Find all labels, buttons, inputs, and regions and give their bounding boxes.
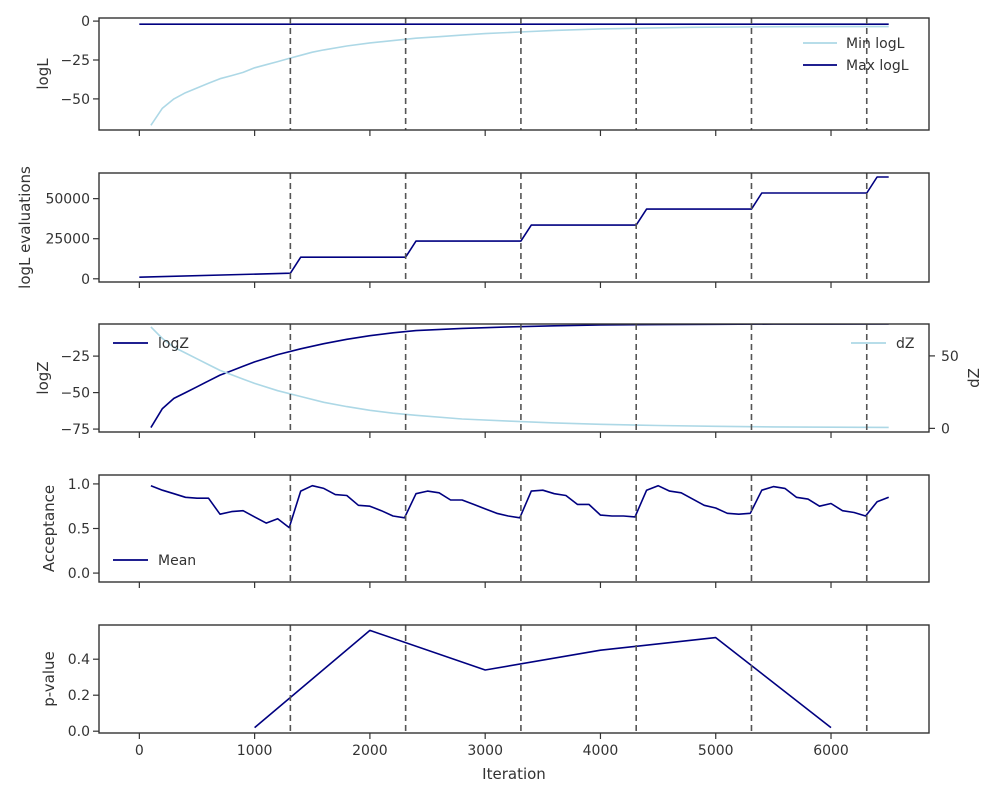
legend: Min logL Max logL	[803, 36, 909, 74]
y-tick-label: 0.2	[68, 688, 90, 704]
y-axis-label: logL	[34, 58, 52, 90]
legend-label: Mean	[158, 553, 196, 569]
axes-frame	[98, 172, 930, 283]
y-tick-label: 0.5	[68, 522, 90, 538]
x-tick-label: 5000	[698, 743, 734, 759]
y-tick-label: 0	[81, 14, 90, 30]
y-tick-label: 50000	[45, 192, 90, 208]
series-line-pvalue	[254, 629, 832, 729]
y-tick-label: −50	[60, 386, 90, 402]
y-axis-label: Acceptance	[40, 485, 58, 572]
x-tick-label: 4000	[583, 743, 619, 759]
y-tick-label: −25	[60, 349, 90, 365]
panel-logz: −25 −50 −75 50 0 logZ dZ logZ dZ	[34, 323, 983, 438]
series-line-dz	[150, 326, 889, 429]
panel-acceptance: 1.0 0.5 0.0 Acceptance Mean	[40, 474, 930, 588]
series-line-logz	[150, 324, 889, 429]
y-axis-label: logL evaluations	[16, 166, 34, 289]
axes-frame	[98, 624, 930, 734]
legend-label: dZ	[896, 336, 914, 352]
y-tick-label: 0.0	[68, 724, 90, 740]
y-tick-label: 25000	[45, 232, 90, 248]
axes-frame	[98, 17, 930, 131]
legend-label: Max logL	[846, 58, 909, 74]
legend-left: logZ	[113, 336, 189, 352]
y-tick-label: 1.0	[68, 477, 90, 493]
y-tick-label: 0.4	[68, 652, 90, 668]
y-tick-label: 0.0	[68, 566, 90, 582]
y-right-tick-label: 50	[941, 349, 959, 365]
panel-evals: 0 25000 50000 logL evaluations	[16, 166, 930, 289]
y-axis-label: p-value	[40, 651, 58, 707]
y-right-axis-label: dZ	[965, 368, 983, 388]
x-tick-label: 2000	[352, 743, 388, 759]
axes-frame	[98, 323, 930, 433]
x-tick-label: 1000	[237, 743, 273, 759]
y-tick-label: −50	[60, 92, 90, 108]
series-line-mean	[150, 484, 889, 529]
y-tick-label: −75	[60, 422, 90, 438]
legend-label: logZ	[158, 336, 189, 352]
panel-pvalue: 0.0 0.2 0.4 0 1000 2000 3000 4000 5000 6000 p-valu…	[40, 624, 930, 783]
y-tick-label: 0	[81, 272, 90, 288]
y-right-tick-label: 0	[941, 421, 950, 437]
series-line-evals	[139, 176, 889, 278]
x-axis-label: Iteration	[482, 765, 546, 783]
legend: Mean	[113, 553, 196, 569]
x-tick-label: 3000	[467, 743, 503, 759]
x-tick-label: 6000	[813, 743, 849, 759]
legend-right: dZ	[851, 336, 914, 352]
x-tick-label: 0	[135, 743, 144, 759]
legend-label: Min logL	[846, 36, 905, 52]
series-line-min-logl	[150, 25, 889, 126]
y-axis-label: logZ	[34, 361, 52, 394]
axes-frame	[98, 474, 930, 583]
y-tick-label: −25	[60, 53, 90, 69]
panel-logl: 0 −25 −50 logL Min logL Max logL	[34, 14, 930, 136]
